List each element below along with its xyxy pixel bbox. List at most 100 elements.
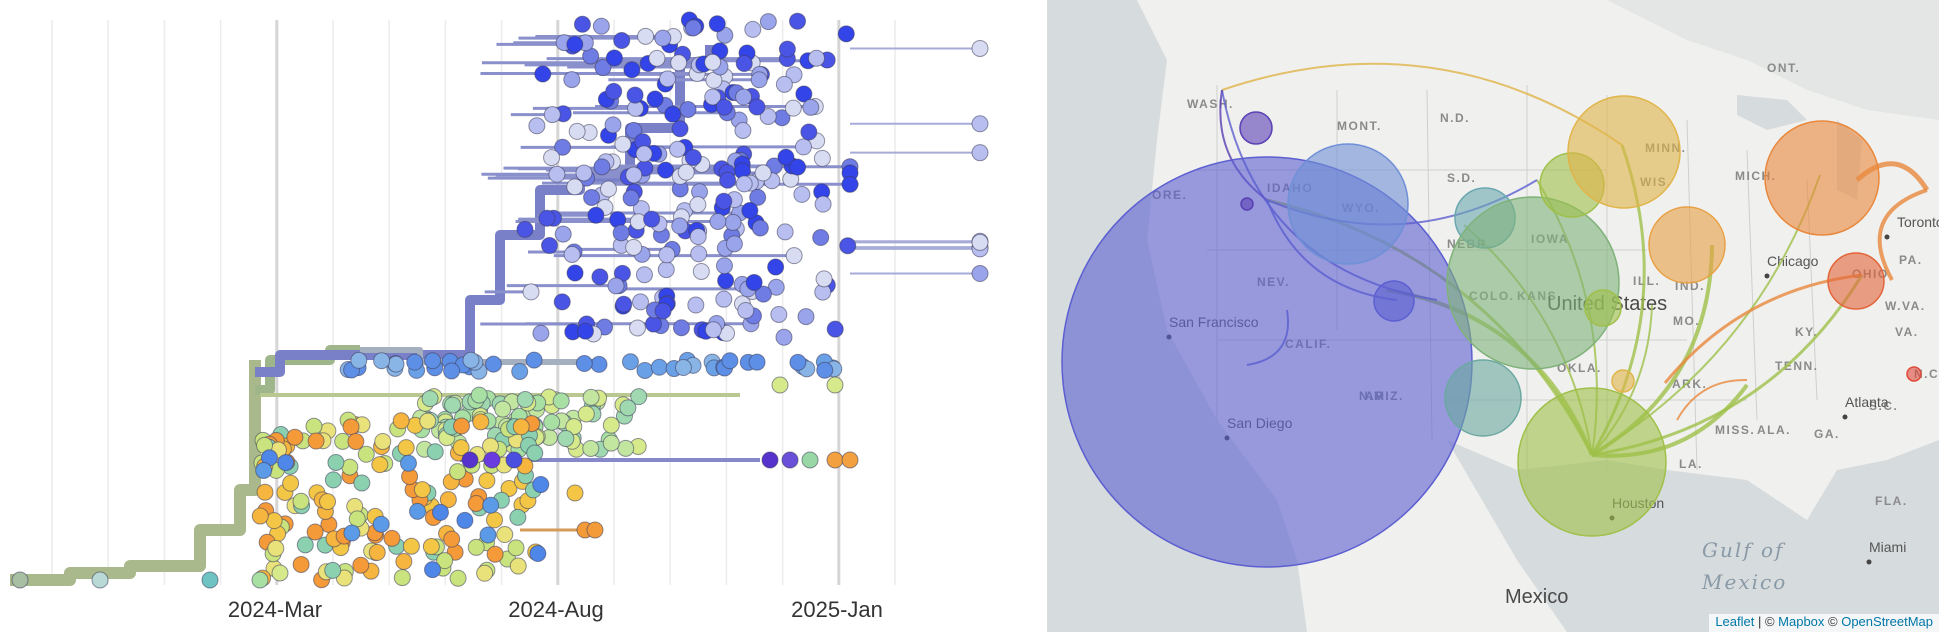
tree-tip[interactable]	[409, 502, 427, 520]
tree-tip[interactable]	[591, 268, 609, 286]
tree-tip[interactable]	[761, 451, 779, 469]
tree-tip[interactable]	[528, 117, 546, 135]
iowa-bubble[interactable]	[1648, 206, 1726, 284]
tree-tip[interactable]	[563, 246, 581, 264]
idaho-bubble[interactable]	[1287, 143, 1409, 265]
tree-tip[interactable]	[343, 524, 361, 542]
tree-tip[interactable]	[529, 545, 547, 563]
tree-tip[interactable]	[646, 90, 664, 108]
tree-tip[interactable]	[507, 539, 525, 557]
tree-tip[interactable]	[461, 451, 479, 469]
tree-tip[interactable]	[709, 212, 727, 230]
tree-tip[interactable]	[621, 353, 639, 371]
tree-tip[interactable]	[721, 352, 739, 370]
tree-tip[interactable]	[583, 188, 601, 206]
tree-tip[interactable]	[402, 537, 420, 555]
tree-tip[interactable]	[813, 149, 831, 167]
tree-tip[interactable]	[387, 355, 405, 373]
tree-tip[interactable]	[670, 54, 688, 72]
tree-tip[interactable]	[674, 359, 692, 377]
tree-tip[interactable]	[614, 135, 632, 153]
tree-tip[interactable]	[704, 53, 722, 71]
tree-tip[interactable]	[626, 86, 644, 104]
tree-tip[interactable]	[689, 228, 707, 246]
tree-tip[interactable]	[775, 328, 793, 346]
tree-tip[interactable]	[650, 358, 668, 376]
transmission-map-panel[interactable]: WASH.MONT.N.D.MINN.WIS.MICH.ONT.IDAHOWYO…	[1047, 0, 1939, 632]
tree-tip[interactable]	[734, 121, 752, 139]
tree-tip[interactable]	[566, 484, 584, 502]
tree-tip[interactable]	[500, 479, 518, 497]
tree-tip[interactable]	[778, 40, 796, 58]
tree-tip[interactable]	[449, 569, 467, 587]
tree-tip[interactable]	[424, 352, 442, 370]
tree-tip[interactable]	[725, 235, 743, 253]
tree-tip[interactable]	[255, 461, 273, 479]
tree-tip[interactable]	[419, 412, 437, 430]
tree-tip[interactable]	[426, 443, 444, 461]
map-canvas[interactable]: WASH.MONT.N.D.MINN.WIS.MICH.ONT.IDAHOWYO…	[1047, 0, 1939, 632]
tree-tip[interactable]	[630, 388, 648, 406]
tree-tip[interactable]	[592, 17, 610, 35]
tree-tip[interactable]	[543, 106, 561, 124]
tree-tip[interactable]	[327, 453, 345, 471]
tree-tip[interactable]	[658, 246, 676, 264]
tree-tip[interactable]	[715, 257, 733, 275]
tree-tip[interactable]	[525, 351, 543, 369]
tree-tip[interactable]	[305, 417, 323, 435]
mapbox-link[interactable]: Mapbox	[1778, 614, 1825, 629]
tree-tip[interactable]	[413, 481, 431, 499]
tree-tip[interactable]	[512, 418, 530, 436]
tree-tip[interactable]	[692, 262, 710, 280]
tree-tip[interactable]	[347, 433, 365, 451]
tree-tip[interactable]	[657, 261, 675, 279]
tree-tip[interactable]	[534, 65, 552, 83]
texas-bubble[interactable]	[1517, 387, 1667, 537]
oklahoma-bubble[interactable]	[1611, 369, 1635, 393]
tree-tip[interactable]	[971, 39, 989, 57]
tree-tip[interactable]	[808, 49, 826, 67]
tree-tip[interactable]	[443, 362, 461, 380]
tree-tip[interactable]	[735, 88, 753, 106]
kansas-bubble[interactable]	[1584, 289, 1622, 327]
tree-tip[interactable]	[623, 61, 641, 79]
tree-tip[interactable]	[800, 123, 818, 141]
tree-tip[interactable]	[802, 98, 820, 116]
tree-tip[interactable]	[669, 140, 687, 158]
tree-tip[interactable]	[540, 236, 558, 254]
tree-tip[interactable]	[357, 445, 375, 463]
tree-tip[interactable]	[754, 285, 772, 303]
tree-tip[interactable]	[839, 237, 857, 255]
tree-tip[interactable]	[750, 71, 768, 89]
tree-tip[interactable]	[689, 196, 707, 214]
tree-tip[interactable]	[575, 164, 593, 182]
north-carolina-bubble[interactable]	[1906, 366, 1922, 382]
tree-tip[interactable]	[777, 148, 795, 166]
tree-tip[interactable]	[612, 224, 630, 242]
tree-tip[interactable]	[602, 434, 620, 452]
tree-tips[interactable]	[11, 11, 989, 589]
tree-tip[interactable]	[677, 163, 695, 181]
tree-tip[interactable]	[397, 439, 415, 457]
tree-tip[interactable]	[532, 476, 550, 494]
tree-tip[interactable]	[371, 456, 389, 474]
tree-tip[interactable]	[486, 545, 504, 563]
tree-tip[interactable]	[476, 564, 494, 582]
tree-tip[interactable]	[565, 418, 583, 436]
tree-tip[interactable]	[554, 138, 572, 156]
tree-tip[interactable]	[576, 322, 594, 340]
tree-tip[interactable]	[715, 290, 733, 308]
tree-tip[interactable]	[470, 386, 488, 404]
tree-tip[interactable]	[679, 100, 697, 118]
tree-tip[interactable]	[690, 245, 708, 263]
tree-tip[interactable]	[789, 353, 807, 371]
tree-tip[interactable]	[767, 258, 785, 276]
tree-tip[interactable]	[617, 439, 635, 457]
tree-tip[interactable]	[422, 538, 440, 556]
tree-tip[interactable]	[543, 149, 561, 167]
tree-tip[interactable]	[590, 355, 608, 373]
tree-tip[interactable]	[482, 496, 500, 514]
tree-tip[interactable]	[421, 390, 439, 408]
tree-tip[interactable]	[393, 569, 411, 587]
location-circles[interactable]	[1061, 95, 1922, 568]
